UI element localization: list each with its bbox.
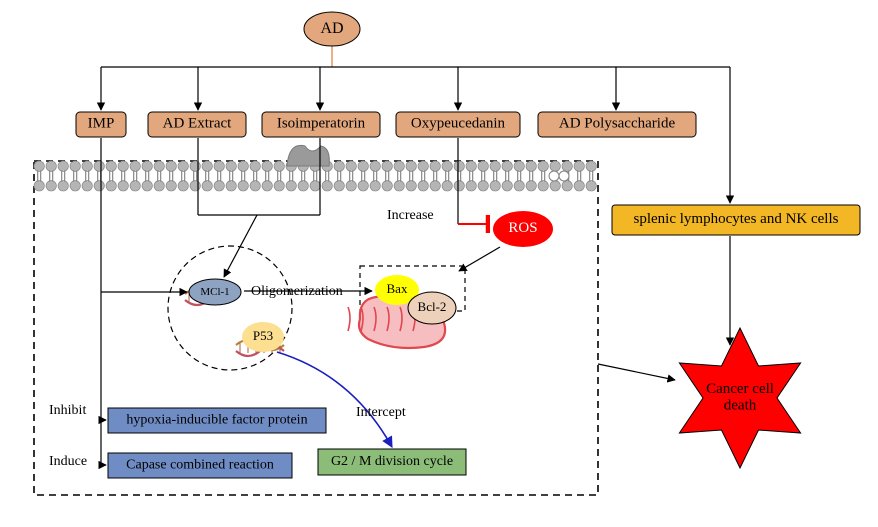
label-adps: AD Polysaccharide: [559, 116, 676, 132]
label-ros: ROS: [508, 220, 537, 236]
edge-ros_bb: [459, 247, 500, 271]
label-iso: Isoimperatorin: [277, 116, 366, 132]
label-oxy: Oxypeucedanin: [411, 116, 506, 132]
label-p53: P53: [253, 328, 273, 343]
text-induce: Induce: [49, 454, 87, 469]
text-oligo: Oligomerization: [251, 284, 343, 299]
text-intercept: Intercept: [356, 405, 406, 420]
label-splenic: splenic lymphocytes and NK cells: [634, 211, 839, 227]
label-capase: Capase combined reaction: [126, 458, 274, 473]
label-bax: Bax: [387, 281, 408, 296]
edge-cell_box_r: [598, 364, 675, 380]
text-inhibit: Inhibit: [49, 403, 86, 418]
label-hif: hypoxia-inducible factor protein: [126, 413, 307, 428]
label-adex: AD Extract: [163, 116, 233, 132]
label-mcl1: MCl-1: [200, 286, 229, 298]
label-bcl2: Bcl-2: [418, 299, 447, 314]
cell-boundary-box: [34, 161, 598, 495]
label-imp: IMP: [88, 116, 115, 132]
membrane: [34, 145, 596, 191]
text-increase: Increase: [387, 208, 434, 223]
label-g2m: G2 / M division cycle: [331, 454, 453, 469]
receptor-icon: [287, 145, 329, 166]
label-ad: AD: [320, 20, 343, 37]
